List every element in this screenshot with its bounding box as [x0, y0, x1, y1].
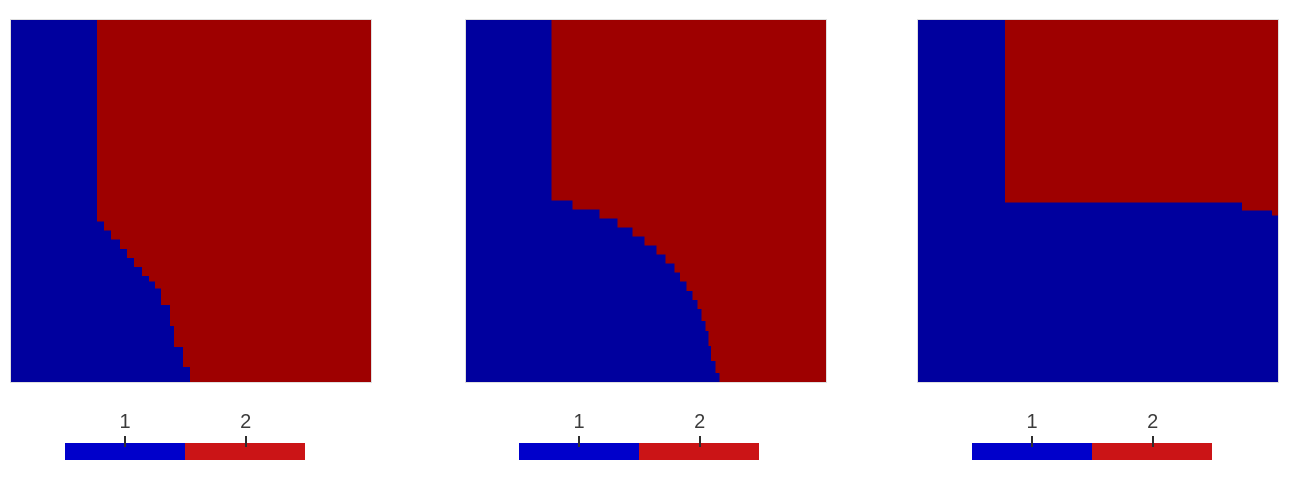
region-plot-middle-material-region	[466, 20, 720, 382]
colorbar-right-tick-2	[1151, 436, 1154, 447]
colorbar-left-tick-2	[244, 436, 247, 447]
colorbar-right-label-2: 2	[1147, 411, 1159, 433]
colorbar-middle-segment-blue	[519, 443, 639, 460]
colorbar-left-segment-red	[185, 443, 305, 460]
colorbar-middle-tick-2	[698, 436, 701, 447]
colorbar-middle-label-1: 1	[573, 411, 585, 433]
colorbar-right-segment-red	[1092, 443, 1212, 460]
region-plot-right-material-region	[1004, 20, 1278, 216]
colorbar-middle-label-2: 2	[694, 411, 706, 433]
colorbar-left-tick-1	[124, 436, 126, 447]
colorbar-middle-tick-1	[578, 436, 580, 447]
colorbar-left[interactable]: 1 2	[65, 411, 305, 460]
region-plot-left-material-region	[11, 20, 190, 382]
region-plot-middle[interactable]	[465, 19, 827, 383]
colorbar-right-bar	[972, 443, 1212, 460]
colorbar-left-label-1: 1	[119, 411, 131, 433]
colorbar-right[interactable]: 1 2	[972, 411, 1212, 460]
colorbar-right-label-1: 1	[1026, 411, 1038, 433]
colorbar-middle[interactable]: 1 2	[519, 411, 759, 460]
colorbar-middle-segment-red	[639, 443, 759, 460]
colorbar-right-segment-blue	[972, 443, 1092, 460]
colorbar-left-bar	[65, 443, 305, 460]
colorbar-left-segment-blue	[65, 443, 185, 460]
colorbar-middle-bar	[519, 443, 759, 460]
region-plot-right[interactable]	[917, 19, 1279, 383]
colorbar-left-label-2: 2	[240, 411, 252, 433]
colorbar-right-tick-1	[1031, 436, 1033, 447]
region-plot-left[interactable]	[10, 19, 372, 383]
